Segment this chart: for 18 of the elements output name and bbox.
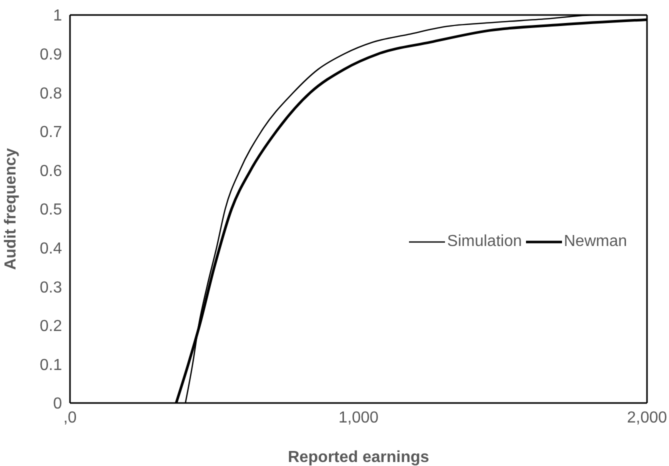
x-tick-label: 1,000 — [338, 409, 379, 426]
y-tick-label: 0.3 — [40, 279, 62, 296]
y-tick-label: 0.5 — [40, 202, 62, 219]
legend-label: Simulation — [447, 233, 522, 251]
y-tick-label: 0.6 — [40, 162, 62, 180]
y-tick-label: 0.1 — [40, 356, 62, 374]
y-tick-label: 0.8 — [40, 85, 62, 102]
y-tick-label: 0.2 — [40, 318, 62, 336]
x-axis-title: Reported earnings — [288, 449, 430, 466]
y-tick-label: 0.7 — [40, 124, 62, 142]
y-tick-label: 0.9 — [40, 46, 62, 64]
y-axis-title: Audit frequency — [2, 148, 20, 270]
y-tick-label: 1 — [53, 8, 62, 25]
y-tick-label: 0 — [53, 396, 62, 413]
legend-label: Newman — [564, 233, 627, 251]
x-tick-label: 2,000 — [626, 409, 668, 426]
x-tick-label: ,0 — [63, 409, 77, 426]
y-tick-label: 0.4 — [40, 240, 62, 258]
